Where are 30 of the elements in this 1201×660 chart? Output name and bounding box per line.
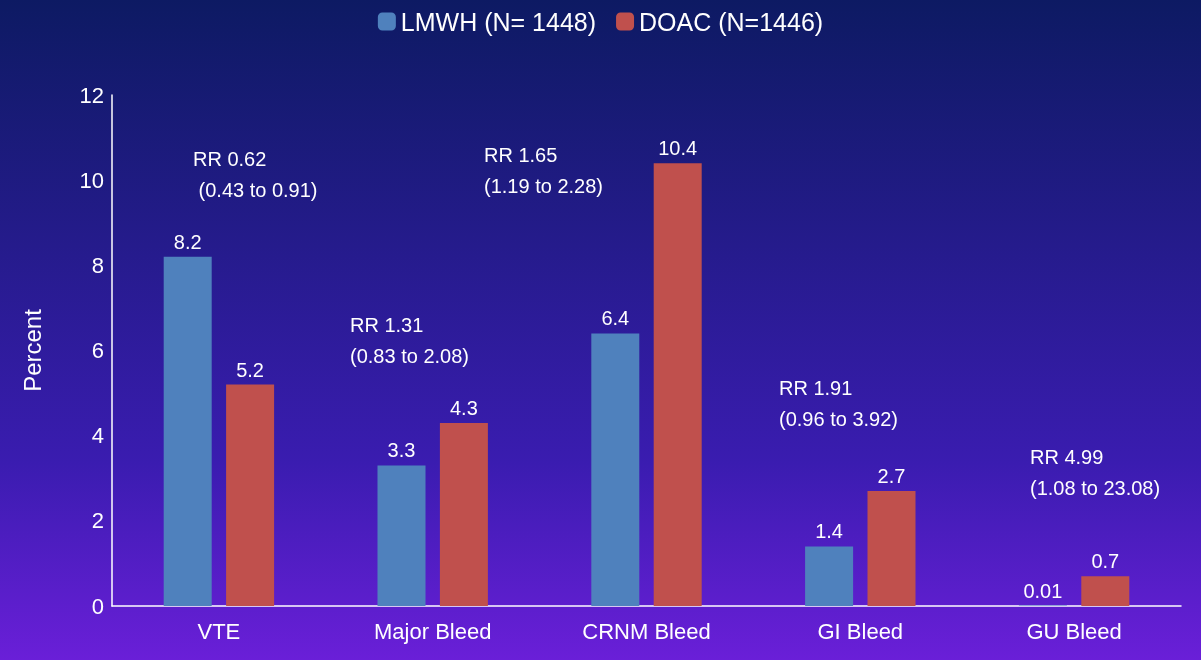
data-label: 6.4 [601,307,630,330]
legend-label: LMWH (N= 1448) [400,7,597,36]
y-tick-label: 2 [91,508,104,534]
x-tick-label: GI Bleed [817,618,904,644]
x-tick-label: CRNM Bleed [582,618,711,644]
data-label: 2.7 [877,465,906,488]
annotation: RR 0.62 (0.43 to 0.91) [193,147,318,201]
x-tick-label: GU Bleed [1026,618,1122,644]
data-label: 0.01 [1023,579,1063,602]
y-tick-label: 8 [91,252,104,278]
x-tick-label: Major Bleed [374,618,492,644]
y-tick-label: 10 [79,167,104,193]
data-label: 10.4 [658,137,698,160]
y-tick-label: 12 [79,82,104,108]
annotation: RR 1.91 (0.96 to 3.92) [779,376,898,430]
y-axis-title: Percent [18,308,46,392]
annotation: RR 1.31 (0.83 to 2.08) [350,313,469,367]
annotation: RR 4.99 (1.08 to 23.08) [1030,445,1161,499]
y-tick-label: 4 [91,423,104,449]
data-label: 0.7 [1091,550,1120,573]
annotation: RR 1.65 (1.19 to 2.28) [484,143,603,197]
x-tick-label: VTE [197,618,241,644]
data-label: 4.3 [449,396,478,419]
data-label: 1.4 [815,520,844,543]
y-tick-label: 0 [91,593,104,619]
data-label: 3.3 [387,439,416,462]
data-label: 5.2 [236,358,265,381]
y-tick-label: 6 [91,338,104,363]
data-label: 8.2 [173,230,202,253]
legend-label: DOAC (N=1446) [639,7,824,36]
